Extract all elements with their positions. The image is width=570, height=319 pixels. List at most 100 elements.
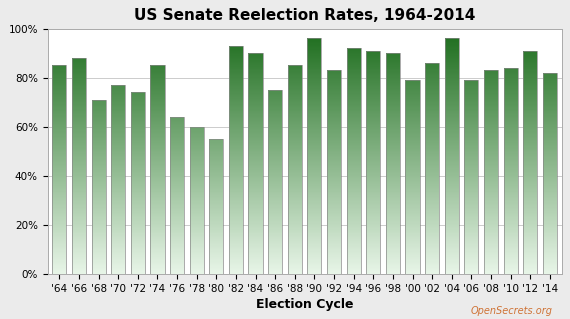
- Bar: [170, 119, 184, 121]
- Bar: [386, 161, 400, 162]
- Bar: [484, 152, 498, 154]
- Bar: [405, 250, 420, 252]
- Bar: [523, 155, 538, 156]
- Bar: [72, 58, 86, 59]
- Bar: [465, 189, 478, 190]
- Bar: [288, 138, 302, 139]
- Bar: [52, 151, 66, 152]
- Bar: [268, 143, 282, 144]
- Bar: [405, 90, 420, 91]
- Bar: [367, 192, 380, 193]
- Bar: [347, 117, 361, 118]
- Bar: [523, 140, 538, 141]
- Bar: [445, 70, 459, 71]
- Bar: [543, 132, 557, 133]
- Bar: [327, 242, 341, 243]
- Bar: [425, 166, 439, 167]
- Bar: [288, 139, 302, 140]
- Bar: [288, 91, 302, 93]
- Bar: [425, 157, 439, 159]
- Bar: [268, 208, 282, 209]
- Bar: [386, 228, 400, 230]
- Bar: [150, 181, 165, 182]
- Bar: [523, 135, 538, 137]
- Bar: [523, 228, 538, 230]
- Bar: [465, 172, 478, 173]
- Bar: [386, 56, 400, 57]
- Bar: [150, 268, 165, 269]
- Bar: [249, 161, 263, 162]
- Bar: [92, 166, 105, 167]
- Bar: [249, 194, 263, 195]
- Bar: [307, 141, 321, 143]
- Bar: [523, 160, 538, 161]
- Bar: [465, 256, 478, 258]
- Bar: [523, 71, 538, 73]
- Bar: [405, 80, 420, 81]
- Bar: [484, 182, 498, 183]
- Bar: [150, 65, 165, 274]
- Bar: [386, 232, 400, 233]
- Bar: [131, 265, 145, 266]
- Bar: [52, 75, 66, 77]
- Bar: [327, 179, 341, 181]
- Bar: [405, 81, 420, 83]
- Bar: [503, 69, 518, 70]
- Bar: [307, 139, 321, 140]
- Bar: [503, 195, 518, 197]
- Bar: [445, 263, 459, 264]
- Bar: [288, 210, 302, 211]
- Bar: [503, 189, 518, 190]
- Bar: [249, 246, 263, 247]
- Bar: [484, 130, 498, 132]
- Bar: [52, 260, 66, 262]
- Bar: [367, 118, 380, 119]
- Bar: [484, 101, 498, 102]
- Bar: [249, 100, 263, 101]
- Bar: [484, 71, 498, 73]
- Bar: [190, 254, 203, 256]
- Bar: [445, 106, 459, 107]
- Bar: [523, 226, 538, 227]
- Bar: [268, 219, 282, 220]
- Bar: [445, 119, 459, 121]
- Bar: [445, 154, 459, 155]
- Bar: [92, 218, 105, 219]
- Bar: [386, 206, 400, 208]
- Bar: [52, 157, 66, 159]
- Bar: [229, 266, 243, 268]
- Bar: [445, 183, 459, 184]
- Bar: [268, 172, 282, 173]
- Bar: [405, 265, 420, 266]
- Bar: [307, 52, 321, 53]
- Bar: [111, 124, 125, 125]
- Bar: [543, 129, 557, 130]
- Bar: [523, 97, 538, 99]
- Bar: [347, 151, 361, 152]
- Bar: [543, 248, 557, 249]
- Bar: [484, 77, 498, 78]
- Bar: [543, 206, 557, 208]
- Bar: [150, 130, 165, 132]
- Bar: [190, 221, 203, 222]
- Bar: [543, 99, 557, 100]
- Bar: [425, 113, 439, 115]
- Bar: [327, 256, 341, 258]
- Bar: [523, 107, 538, 108]
- Bar: [327, 220, 341, 221]
- Bar: [347, 241, 361, 242]
- Bar: [92, 248, 105, 249]
- Bar: [288, 155, 302, 156]
- Bar: [425, 146, 439, 148]
- Bar: [170, 168, 184, 170]
- Bar: [327, 91, 341, 93]
- Bar: [170, 139, 184, 140]
- Bar: [229, 220, 243, 221]
- Bar: [307, 220, 321, 221]
- Bar: [465, 248, 478, 249]
- Bar: [503, 260, 518, 262]
- Bar: [465, 118, 478, 119]
- Bar: [445, 93, 459, 95]
- Bar: [72, 188, 86, 189]
- Bar: [170, 162, 184, 163]
